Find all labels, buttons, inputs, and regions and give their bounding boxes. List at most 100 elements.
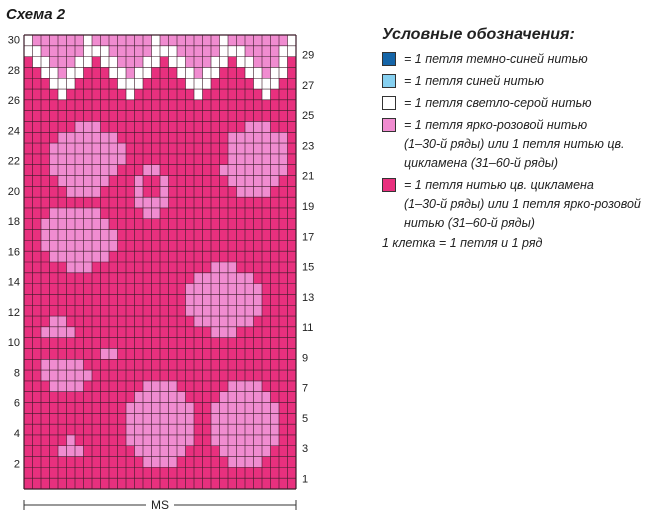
stitch-cell [66, 197, 76, 208]
stitch-cell [66, 45, 76, 57]
stitch-cell [75, 251, 84, 263]
stitch-cell [279, 56, 288, 68]
stitch-cell [100, 348, 110, 360]
stitch-cell [117, 272, 127, 284]
stitch-cell [58, 467, 67, 479]
stitch-cell [194, 45, 203, 57]
stitch-cell [151, 359, 161, 371]
stitch-cell [32, 164, 42, 176]
stitch-cell [143, 207, 152, 219]
stitch-cell [83, 434, 93, 446]
stitch-cell [134, 434, 144, 446]
stitch-cell [126, 56, 135, 68]
stitch-cell [194, 283, 203, 295]
stitch-cell [177, 207, 186, 219]
stitch-cell [202, 110, 212, 122]
stitch-cell [177, 262, 186, 273]
stitch-cell [109, 413, 118, 425]
stitch-cell [92, 424, 101, 435]
stitch-cell [245, 164, 254, 176]
stitch-cell [151, 272, 161, 284]
stitch-cell [75, 283, 84, 295]
stitch-cell [134, 56, 144, 68]
legend-item-label: = 1 петля нитью цв. цикламена [404, 178, 594, 192]
stitch-cell [287, 143, 297, 154]
stitch-cell [253, 132, 263, 144]
stitch-cell [75, 78, 84, 90]
stitch-cell [279, 89, 288, 100]
stitch-cell [75, 229, 84, 241]
stitch-cell [134, 262, 144, 273]
stitch-cell [49, 153, 59, 165]
stitch-cell [228, 186, 237, 198]
stitch-cell [168, 456, 178, 468]
stitch-cell [185, 35, 195, 46]
stitch-cell [117, 467, 127, 479]
stitch-cell [151, 467, 161, 479]
stitch-cell [168, 153, 178, 165]
stitch-cell [236, 424, 246, 435]
stitch-cell [126, 305, 135, 317]
stitch-cell [117, 229, 127, 241]
stitch-cell [75, 478, 84, 490]
stitch-cell [219, 380, 229, 392]
legend-item-dark-blue: = 1 петля темно-синей нитью [382, 50, 644, 69]
stitch-cell [32, 207, 42, 219]
stitch-cell [151, 424, 161, 435]
stitch-cell [24, 316, 33, 327]
stitch-cell [41, 35, 50, 46]
legend-item-note: (1–30-й ряды) или 1 петля ярко-розовой н… [404, 197, 641, 230]
stitch-cell [236, 35, 246, 46]
stitch-cell [66, 207, 76, 219]
stitch-cell [151, 326, 161, 338]
stitch-cell [253, 143, 263, 154]
stitch-cell [177, 186, 186, 198]
stitch-cell [24, 456, 33, 468]
stitch-cell [58, 175, 67, 187]
stitch-cell [24, 121, 33, 133]
stitch-cell [92, 67, 101, 79]
stitch-cell [32, 56, 42, 68]
stitch-cell [202, 348, 212, 360]
stitch-cell [270, 413, 280, 425]
stitch-cell [41, 164, 50, 176]
stitch-cell [58, 434, 67, 446]
stitch-cell [143, 445, 152, 457]
stitch-cell [75, 402, 84, 414]
stitch-cell [160, 456, 169, 468]
stitch-cell [24, 262, 33, 273]
stitch-cell [75, 56, 84, 68]
stitch-cell [143, 294, 152, 306]
stitch-cell [253, 78, 263, 90]
stitch-cell [245, 218, 254, 230]
row-number-right: 27 [302, 80, 314, 92]
stitch-cell [109, 424, 118, 435]
stitch-cell [58, 478, 67, 490]
stitch-cell [236, 110, 246, 122]
stitch-cell [109, 262, 118, 273]
stitch-cell [245, 89, 254, 100]
stitch-cell [185, 316, 195, 327]
stitch-cell [66, 272, 76, 284]
stitch-cell [185, 186, 195, 198]
stitch-cell [202, 143, 212, 154]
stitch-cell [117, 316, 127, 327]
stitch-cell [134, 316, 144, 327]
stitch-cell [177, 380, 186, 392]
stitch-cell [126, 143, 135, 154]
stitch-cell [126, 316, 135, 327]
stitch-cell [245, 359, 254, 371]
stitch-cell [151, 89, 161, 100]
stitch-cell [75, 121, 84, 133]
stitch-cell [117, 380, 127, 392]
stitch-cell [92, 380, 101, 392]
stitch-cell [219, 45, 229, 57]
stitch-cell [185, 89, 195, 100]
stitch-cell [83, 467, 93, 479]
stitch-cell [24, 478, 33, 490]
stitch-cell [109, 143, 118, 154]
stitch-cell [185, 207, 195, 219]
stitch-cell [75, 316, 84, 327]
stitch-cell [219, 143, 229, 154]
stitch-cell [41, 413, 50, 425]
